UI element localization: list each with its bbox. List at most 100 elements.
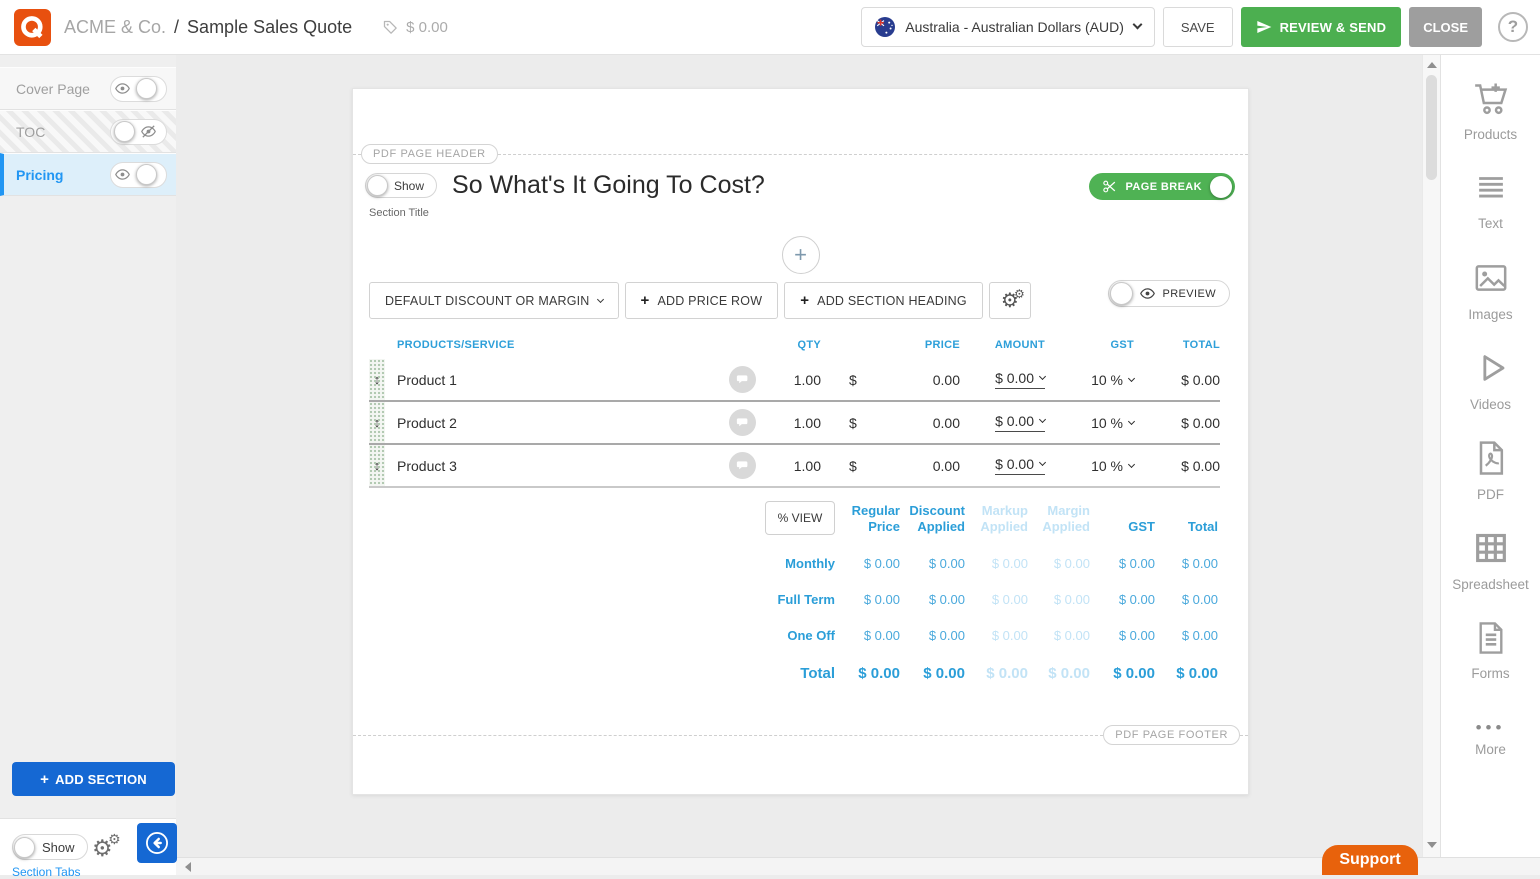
- panel-item-images[interactable]: Images: [1441, 245, 1540, 335]
- price-cell[interactable]: $ 0.00: [821, 415, 960, 431]
- gst-dropdown[interactable]: 10 %: [1091, 457, 1136, 474]
- sidebar-settings-button[interactable]: ⚙ ⚙: [92, 832, 121, 861]
- topbar-actions: Australia - Australian Dollars (AUD) SAV…: [861, 7, 1528, 47]
- sidebar-item-pricing[interactable]: Pricing: [0, 153, 176, 196]
- toggle-knob: [136, 78, 157, 99]
- toggle-knob: [114, 121, 135, 142]
- app-logo[interactable]: [14, 8, 51, 46]
- comment-button[interactable]: [729, 452, 756, 479]
- add-block-button[interactable]: +: [781, 236, 820, 274]
- amount-dropdown[interactable]: $ 0.00: [995, 370, 1047, 389]
- amount-dropdown[interactable]: $ 0.00: [995, 413, 1047, 432]
- horizontal-scrollbar[interactable]: [176, 857, 1540, 875]
- row-total: $ 0.00: [1181, 414, 1220, 431]
- show-title-toggle[interactable]: Show: [365, 173, 438, 198]
- preview-label: PREVIEW: [1162, 287, 1216, 300]
- panel-item-products[interactable]: Products: [1441, 65, 1540, 155]
- add-price-row-button[interactable]: + ADD PRICE ROW: [624, 282, 779, 319]
- sidebar-item-label: Cover Page: [16, 80, 90, 97]
- price-cell[interactable]: $ 0.00: [821, 458, 960, 474]
- close-button[interactable]: CLOSE: [1409, 7, 1482, 47]
- gear-icon: ⚙: [92, 835, 113, 861]
- scroll-left-arrow[interactable]: [185, 862, 191, 872]
- panel-item-label: Text: [1478, 216, 1503, 231]
- sidebar-item-cover-page[interactable]: Cover Page: [0, 67, 176, 110]
- vertical-scrollbar[interactable]: [1422, 55, 1440, 857]
- pricing-toolbar: DEFAULT DISCOUNT OR MARGIN + ADD PRICE R…: [369, 282, 1031, 319]
- percent-view-button[interactable]: % VIEW: [765, 501, 835, 535]
- comment-button[interactable]: [729, 409, 756, 436]
- visibility-toggle-on[interactable]: [110, 161, 167, 188]
- amount-dropdown[interactable]: $ 0.00: [995, 456, 1047, 475]
- add-section-button[interactable]: + ADD SECTION: [12, 762, 175, 796]
- qty-input[interactable]: 1.00: [793, 371, 821, 388]
- comment-button[interactable]: [729, 366, 756, 393]
- product-name-field[interactable]: Product 3: [397, 457, 457, 474]
- currency-selector[interactable]: Australia - Australian Dollars (AUD): [861, 7, 1155, 47]
- qty-input[interactable]: 1.00: [793, 457, 821, 474]
- section-title-text[interactable]: So What's It Going To Cost?: [452, 171, 765, 199]
- qty-input[interactable]: 1.00: [793, 414, 821, 431]
- drag-handle[interactable]: ↕: [369, 359, 385, 400]
- section-title-caption: Section Title: [369, 207, 429, 219]
- help-button[interactable]: ?: [1498, 12, 1528, 42]
- add-section-heading-button[interactable]: + ADD SECTION HEADING: [784, 282, 983, 319]
- drag-handle[interactable]: ↕: [369, 445, 385, 486]
- panel-item-label: Videos: [1469, 397, 1512, 412]
- panel-item-text[interactable]: Text: [1441, 155, 1540, 245]
- breadcrumb-company[interactable]: ACME & Co.: [64, 16, 167, 37]
- panel-item-pdf[interactable]: PDF: [1441, 425, 1540, 515]
- section-tabs-show-toggle[interactable]: Show: [12, 834, 88, 860]
- table-settings-button[interactable]: ⚙ ⚙: [988, 282, 1031, 319]
- play-icon: [1482, 355, 1504, 381]
- pricing-table-header: PRODUCTS/SERVICE QTY PRICE AMOUNT GST TO…: [369, 339, 1220, 351]
- panel-item-label: Spreadsheet: [1452, 577, 1529, 592]
- price-cell[interactable]: $ 0.00: [821, 372, 960, 388]
- panel-item-videos[interactable]: Videos: [1441, 335, 1540, 425]
- currency-symbol: $: [849, 414, 857, 431]
- price-input[interactable]: 0.00: [932, 414, 960, 431]
- pdf-page-footer-label[interactable]: PDF PAGE FOOTER: [1103, 725, 1240, 745]
- scroll-down-arrow[interactable]: [1427, 842, 1437, 848]
- panel-item-spreadsheet[interactable]: Spreadsheet: [1441, 515, 1540, 605]
- page-break-label: PAGE BREAK: [1125, 180, 1202, 193]
- review-send-button[interactable]: REVIEW & SEND: [1240, 7, 1402, 47]
- page-break-toggle[interactable]: PAGE BREAK: [1089, 173, 1235, 200]
- form-icon: [1479, 622, 1502, 654]
- price-input[interactable]: 0.00: [932, 371, 960, 388]
- summary-value: $ 0.00: [928, 591, 965, 607]
- chevron-down-icon: [1038, 415, 1047, 424]
- support-button[interactable]: Support: [1322, 845, 1418, 875]
- panel-item-more[interactable]: ••• More: [1441, 695, 1540, 785]
- gst-dropdown[interactable]: 10 %: [1091, 415, 1136, 431]
- summary-value: $ 0.00: [1053, 627, 1090, 643]
- summary-value: $ 0.00: [863, 627, 900, 643]
- scrollbar-thumb[interactable]: [1426, 75, 1437, 180]
- default-discount-dropdown[interactable]: DEFAULT DISCOUNT OR MARGIN: [369, 282, 619, 319]
- product-name-field[interactable]: Product 1: [397, 371, 457, 388]
- summary-value: $ 0.00: [1053, 591, 1090, 607]
- panel-item-forms[interactable]: Forms: [1441, 605, 1540, 695]
- speech-bubble-icon: [736, 374, 747, 383]
- quote-canvas: PDF PAGE HEADER Show So What's It Going …: [176, 55, 1422, 857]
- summary-total-value: $ 0.00: [1048, 664, 1090, 682]
- section-title-row: Show So What's It Going To Cost?: [365, 171, 765, 200]
- gst-dropdown[interactable]: 10 %: [1091, 372, 1136, 388]
- pdf-page-header-label[interactable]: PDF PAGE HEADER: [361, 144, 498, 164]
- summary-value: $ 0.00: [991, 627, 1028, 643]
- drag-handle[interactable]: ↕: [369, 402, 385, 443]
- section-tabs-label: Section Tabs: [12, 865, 81, 879]
- price-input[interactable]: 0.00: [932, 457, 960, 474]
- breadcrumb-quote-title[interactable]: Sample Sales Quote: [187, 16, 353, 37]
- visibility-toggle-off[interactable]: [110, 118, 167, 145]
- save-button[interactable]: SAVE: [1162, 7, 1233, 47]
- collapse-sidebar-button[interactable]: [137, 823, 177, 863]
- dashed-line: [353, 734, 1104, 736]
- summary-value: $ 0.00: [991, 591, 1028, 607]
- visibility-toggle-on[interactable]: [110, 75, 167, 102]
- scroll-up-arrow[interactable]: [1427, 62, 1437, 68]
- sidebar-item-toc[interactable]: TOC: [0, 110, 176, 153]
- gst-value: 10 %: [1091, 457, 1123, 474]
- preview-toggle[interactable]: PREVIEW: [1108, 280, 1230, 307]
- product-name-field[interactable]: Product 2: [397, 414, 457, 431]
